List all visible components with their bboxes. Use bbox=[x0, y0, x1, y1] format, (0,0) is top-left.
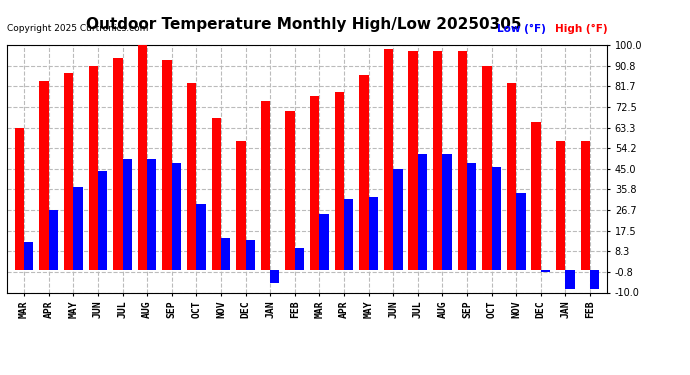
Bar bbox=[246, 240, 255, 270]
Bar bbox=[73, 188, 83, 270]
Bar bbox=[138, 45, 147, 270]
Bar bbox=[344, 199, 353, 270]
Bar bbox=[24, 242, 34, 270]
Bar bbox=[467, 163, 476, 270]
Text: Copyright 2025 Curtronics.com: Copyright 2025 Curtronics.com bbox=[7, 24, 148, 33]
Bar bbox=[123, 159, 132, 270]
Bar bbox=[417, 154, 427, 270]
Bar bbox=[295, 248, 304, 270]
Bar bbox=[310, 96, 319, 270]
Bar bbox=[172, 163, 181, 270]
Bar bbox=[393, 169, 402, 270]
Bar bbox=[541, 270, 550, 272]
Bar bbox=[565, 270, 575, 289]
Bar bbox=[590, 270, 600, 289]
Bar bbox=[270, 270, 279, 283]
Bar bbox=[335, 92, 344, 270]
Bar bbox=[113, 58, 123, 270]
Bar bbox=[580, 141, 590, 270]
Bar bbox=[221, 238, 230, 270]
Bar bbox=[98, 171, 107, 270]
Bar bbox=[39, 81, 49, 270]
Bar bbox=[433, 51, 442, 270]
Text: Outdoor Temperature Monthly High/Low 20250305: Outdoor Temperature Monthly High/Low 202… bbox=[86, 17, 522, 32]
Bar bbox=[261, 101, 270, 270]
Bar bbox=[384, 49, 393, 270]
Bar bbox=[162, 60, 172, 270]
Bar bbox=[197, 204, 206, 270]
Bar bbox=[457, 51, 467, 270]
Bar bbox=[319, 214, 328, 270]
Bar bbox=[531, 122, 541, 270]
Bar bbox=[236, 141, 246, 270]
Bar bbox=[516, 193, 526, 270]
Bar bbox=[212, 118, 221, 270]
Bar bbox=[359, 75, 368, 270]
Bar bbox=[49, 210, 58, 270]
Bar bbox=[482, 66, 491, 270]
Bar bbox=[408, 51, 417, 270]
Bar bbox=[88, 66, 98, 270]
Text: Low (°F): Low (°F) bbox=[497, 24, 546, 34]
Bar bbox=[147, 159, 157, 270]
Bar bbox=[286, 111, 295, 270]
Bar bbox=[442, 154, 452, 270]
Bar bbox=[14, 128, 24, 270]
Bar bbox=[187, 82, 197, 270]
Bar bbox=[556, 141, 565, 270]
Bar bbox=[491, 167, 501, 270]
Bar bbox=[507, 82, 516, 270]
Bar bbox=[64, 73, 73, 270]
Text: High (°F): High (°F) bbox=[555, 24, 608, 34]
Bar bbox=[368, 197, 378, 270]
